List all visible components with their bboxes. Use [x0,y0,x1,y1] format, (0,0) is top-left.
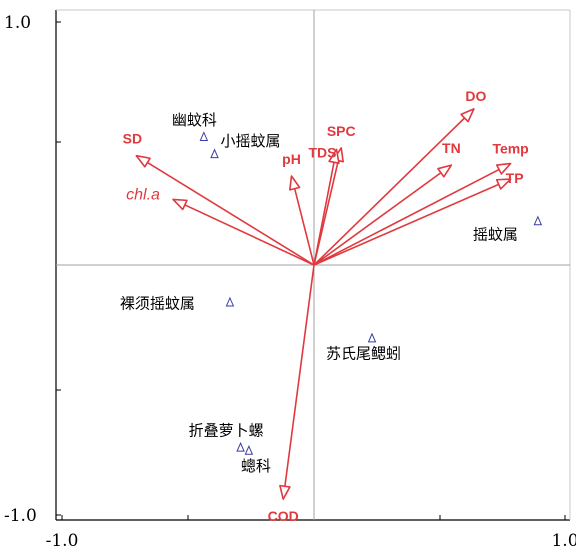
vector-label: COD [268,508,299,524]
vector-TN: TN [313,140,461,266]
vector-label: TP [506,170,524,186]
vector-label: DO [465,88,486,104]
vector-label: TDS [309,144,337,160]
triangle-marker-icon [367,332,377,343]
y-tick-label: -1.0 [4,506,37,526]
vector-label: pH [282,151,301,167]
vector-arrowhead [495,178,512,190]
environment-vectors: SPC TDS DO SD pH TN Temp TP chl.a COD [123,88,529,524]
triangle-marker-icon [199,131,209,141]
species-label: 裸须摇蚊属 [120,294,195,312]
x-tick-label: 1.0 [551,531,576,551]
vector-label: chl.a [126,186,160,203]
species-point: 幽蚊科 [172,111,217,141]
vector-arrowhead [289,175,301,191]
species-label: 折叠萝卜螺 [189,422,264,440]
vector-label: TN [442,140,461,156]
vector-line [135,155,315,266]
vector-arrowhead [437,164,453,178]
vector-line [172,198,315,266]
species-label: 摇蚊属 [473,225,518,243]
vector-arrowhead [172,198,188,211]
species-label: 苏氏尾鳃蚓 [326,344,401,362]
vector-SD: SD [123,131,315,266]
species-point: 折叠萝卜螺 [189,422,264,452]
y-tick-label: 1.0 [4,13,31,33]
vector-chla: chl.a [126,186,315,266]
species-point: 摇蚊属 [473,215,543,243]
species-point: 裸须摇蚊属 [120,294,235,312]
species-point: 小摇蚊属 [210,132,281,159]
triangle-marker-icon [236,441,245,452]
vector-DO: DO [313,88,486,266]
vector-TDS: TDS [309,144,340,266]
triangle-marker-icon [210,148,219,159]
vector-arrowhead [135,154,151,168]
vector-line [313,162,511,266]
vector-arrowhead [328,148,340,164]
triangle-marker-icon [225,296,235,307]
vector-label: SD [123,131,142,147]
vector-label: SPC [327,123,356,139]
vector-label: Temp [492,141,528,157]
vector-Temp: Temp [313,141,529,266]
vector-line [313,178,511,266]
vector-arrowhead [495,162,512,175]
vector-line [282,264,315,500]
species-label: 蟌科 [241,457,271,475]
vector-TP: TP [313,170,524,266]
x-tick-label: -1.0 [46,531,79,551]
species-point: 蟌科 [241,445,271,475]
vector-line [313,149,338,266]
species-label: 小摇蚊属 [221,132,281,150]
vector-pH: pH [282,151,315,266]
vector-arrowhead [460,108,475,123]
species-label: 幽蚊科 [172,111,217,129]
triangle-marker-icon [533,215,543,226]
vector-line [290,175,315,266]
vector-arrowhead [279,484,291,500]
triangle-marker-icon [244,445,254,455]
vector-line [313,108,475,266]
vector-line [313,164,452,266]
vector-COD: COD [268,264,315,524]
axes: 1.0 -1.0 -1.0 1.0 [4,9,576,551]
species-point: 苏氏尾鳃蚓 [326,332,401,362]
